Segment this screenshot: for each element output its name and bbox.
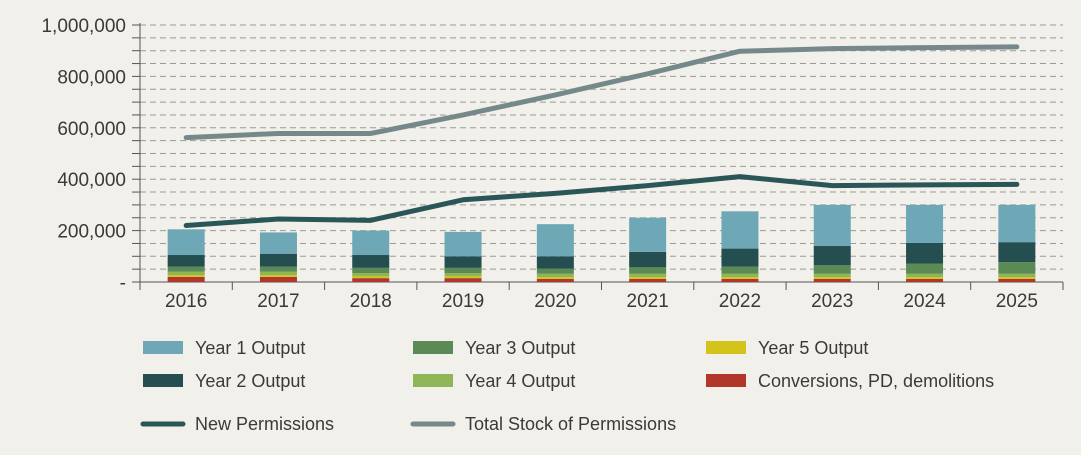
bar-segment-year3 bbox=[259, 266, 297, 272]
bar-segment-year5 bbox=[536, 277, 574, 279]
bar-segment-year2 bbox=[813, 246, 851, 266]
bar-segment-year3 bbox=[167, 266, 205, 272]
x-tick-label: 2025 bbox=[996, 291, 1038, 312]
bar-segment-conversions bbox=[906, 278, 944, 282]
bar-segment-year1 bbox=[998, 204, 1036, 243]
bar-segment-year3 bbox=[721, 266, 759, 274]
bar-segment-year2 bbox=[444, 256, 482, 268]
bar-segment-year2 bbox=[629, 251, 667, 268]
y-tick-label: 600,000 bbox=[57, 119, 126, 140]
bar-segment-year2 bbox=[998, 242, 1036, 263]
bar-segment-year5 bbox=[444, 276, 482, 279]
legend-swatch-year1 bbox=[143, 341, 183, 354]
y-tick-label: 800,000 bbox=[57, 67, 126, 88]
bar-segment-conversions bbox=[998, 278, 1036, 282]
y-tick-label: 400,000 bbox=[57, 170, 126, 191]
legend-label-year2: Year 2 Output bbox=[195, 371, 305, 391]
bar-segment-year1 bbox=[721, 211, 759, 249]
bar-segment-year4 bbox=[536, 273, 574, 278]
bar-segment-year4 bbox=[906, 273, 944, 278]
bar-segment-conversions bbox=[444, 278, 482, 282]
bar-segment-year5 bbox=[352, 276, 390, 279]
bar-segment-year5 bbox=[167, 275, 205, 277]
legend-label-year1: Year 1 Output bbox=[195, 338, 305, 358]
bar-segment-year2 bbox=[906, 242, 944, 264]
bar-segment-year4 bbox=[167, 271, 205, 276]
x-tick-label: 2019 bbox=[442, 291, 484, 312]
bar-segment-year3 bbox=[444, 267, 482, 274]
bar-segment-year1 bbox=[813, 204, 851, 247]
x-tick-label: 2016 bbox=[165, 291, 207, 312]
bar-segment-conversions bbox=[352, 278, 390, 282]
bar-segment-conversions bbox=[536, 278, 574, 282]
gridlines bbox=[140, 24, 1063, 270]
bar-segment-year3 bbox=[998, 262, 1036, 274]
bar-segment-year1 bbox=[629, 217, 667, 252]
y-tick-label: - bbox=[120, 273, 126, 294]
axes: 1,000,000 800,000 600,000 400,000 200,000 - 20… bbox=[41, 16, 1064, 312]
x-tick-label: 2024 bbox=[903, 291, 946, 312]
bar-segment-year2 bbox=[721, 248, 759, 267]
series-line-new_permissions bbox=[183, 174, 1020, 228]
legend-swatch-year3 bbox=[413, 341, 453, 354]
bar-segment-year4 bbox=[813, 273, 851, 278]
bar-segment-year2 bbox=[536, 256, 574, 269]
bar-segment-year2 bbox=[259, 253, 297, 267]
bar-segment-year4 bbox=[721, 273, 759, 278]
bar-segment-year3 bbox=[536, 268, 574, 274]
bar-segment-year4 bbox=[629, 273, 667, 278]
x-tick-label: 2023 bbox=[811, 291, 853, 312]
bar-segment-year4 bbox=[444, 273, 482, 277]
bar-segment-year1 bbox=[259, 232, 297, 254]
bar-segment-year4 bbox=[998, 273, 1036, 278]
legend-label-year5: Year 5 Output bbox=[758, 338, 868, 358]
bar-segment-year5 bbox=[906, 277, 944, 279]
bar-segment-year3 bbox=[906, 263, 944, 274]
legend-swatch-conversions bbox=[706, 374, 746, 387]
bar-segment-year1 bbox=[352, 230, 390, 256]
legend-label-year3: Year 3 Output bbox=[465, 338, 575, 358]
bar-segment-year4 bbox=[352, 273, 390, 277]
x-tick-label: 2017 bbox=[257, 291, 299, 312]
bar-segment-year5 bbox=[721, 277, 759, 279]
bar-segment-conversions bbox=[813, 278, 851, 282]
bar-segment-year1 bbox=[167, 229, 205, 256]
bar-segment-year4 bbox=[259, 271, 297, 276]
bar-segment-conversions bbox=[259, 276, 297, 282]
bar-segment-year1 bbox=[906, 204, 944, 243]
x-tick-label: 2020 bbox=[534, 291, 576, 312]
bar-segment-year5 bbox=[629, 277, 667, 279]
bar-segment-year2 bbox=[167, 255, 205, 267]
y-tick-label: 1,000,000 bbox=[41, 16, 126, 37]
legend-swatch-year5 bbox=[706, 341, 746, 354]
line-series bbox=[183, 44, 1020, 228]
legend-label-year4: Year 4 Output bbox=[465, 371, 575, 391]
bar-segment-year1 bbox=[536, 224, 574, 257]
legend: Year 1 Output Year 3 Output Year 5 Output Y… bbox=[140, 338, 994, 434]
bar-segment-year5 bbox=[259, 275, 297, 277]
bar-segment-year5 bbox=[813, 277, 851, 279]
legend-label-conversions: Conversions, PD, demolitions bbox=[758, 371, 994, 391]
bar-segment-conversions bbox=[721, 278, 759, 282]
bar-segment-year3 bbox=[813, 265, 851, 274]
legend-label-total_stock: Total Stock of Permissions bbox=[465, 414, 676, 434]
bar-segment-year2 bbox=[352, 255, 390, 268]
bar-segment-year3 bbox=[352, 267, 390, 274]
legend-swatch-year4 bbox=[413, 374, 453, 387]
stacked-bars bbox=[167, 204, 1036, 282]
x-tick-label: 2018 bbox=[350, 291, 392, 312]
series-line-total_stock bbox=[183, 44, 1020, 141]
x-tick-label: 2021 bbox=[627, 291, 669, 312]
legend-swatch-year2 bbox=[143, 374, 183, 387]
legend-label-new_permissions: New Permissions bbox=[195, 414, 334, 434]
bar-segment-conversions bbox=[629, 278, 667, 282]
bar-segment-year3 bbox=[629, 267, 667, 274]
bar-segment-year1 bbox=[444, 231, 482, 257]
bar-segment-year5 bbox=[998, 277, 1036, 279]
y-tick-label: 200,000 bbox=[57, 222, 126, 243]
x-tick-label: 2022 bbox=[719, 291, 761, 312]
bar-segment-conversions bbox=[167, 276, 205, 282]
